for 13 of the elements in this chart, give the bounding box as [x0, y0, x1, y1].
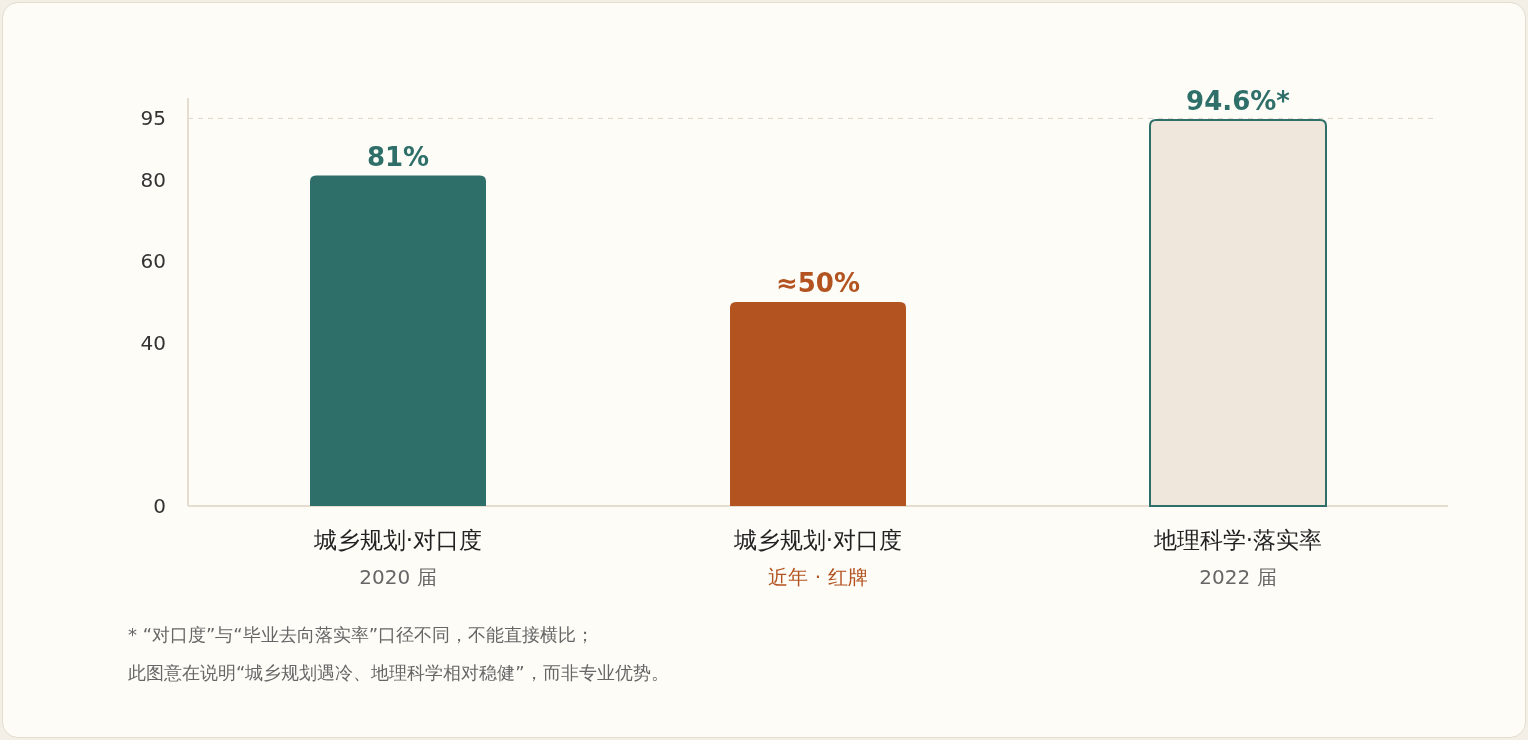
text: 此图意在说明“城乡规划遇冷、地理科学相对稳健”，而非专业优势。 [128, 662, 669, 683]
y-tick-label: 95 [140, 106, 166, 131]
y-tick-label: 80 [140, 167, 166, 192]
text: * “对口度”与“毕业去向落实率”口径不同，不能直接横比； [128, 624, 595, 645]
x-tick-label: 地理科学·落实率 2022 届 [1152, 527, 1323, 589]
y-tick-label: 0 [153, 494, 166, 518]
x-tick-label: 城乡规划·对口度近年 · 红牌 [732, 527, 903, 589]
y-tick-label: 60 [140, 249, 166, 274]
y-tick-label: 40 [140, 330, 166, 355]
data-label: 94.6%* [1186, 86, 1291, 117]
data-label: 81% [366, 141, 430, 172]
x-tick-label: 城乡规划·对口度 2020 届 [312, 527, 483, 589]
data-label: ≈50% [775, 268, 861, 298]
